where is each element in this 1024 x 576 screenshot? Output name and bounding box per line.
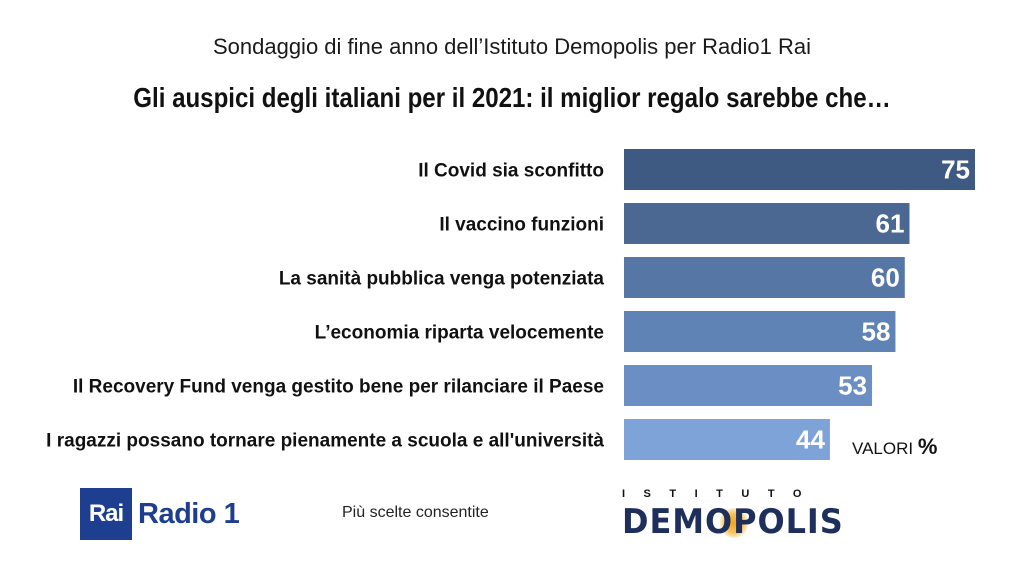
- category-label-1: Il vaccino funzioni: [439, 215, 604, 236]
- demopolis-logo-text: DEMOPOLIS: [622, 502, 844, 542]
- category-label-0: Il Covid sia sconfitto: [418, 161, 604, 182]
- radio1-logo-text: Radio 1: [138, 497, 240, 530]
- value-label-0: 75: [941, 155, 970, 185]
- bar-1: [624, 203, 910, 244]
- multiple-choice-note: Più scelte consentite: [342, 504, 489, 521]
- category-label-5: I ragazzi possano tornare pienamente a s…: [46, 431, 604, 452]
- demopolis-logo-top: ISTITUTO: [622, 488, 820, 500]
- bar-5: [624, 419, 830, 460]
- bar-2: [624, 257, 905, 298]
- chart-title: Gli auspici degli italiani per il 2021: …: [133, 82, 891, 113]
- value-label-3: 58: [862, 317, 891, 347]
- bar-3: [624, 311, 896, 352]
- category-label-3: L’economia riparta velocemente: [315, 323, 604, 344]
- category-label-2: La sanità pubblica venga potenziata: [279, 269, 605, 290]
- demopolis-logo: ISTITUTO DEMOPOLIS: [622, 488, 880, 542]
- unit-label: VALORI: [852, 439, 914, 458]
- category-label-4: Il Recovery Fund venga gestito bene per …: [73, 377, 604, 398]
- value-label-4: 53: [838, 371, 867, 401]
- unit-symbol: %: [917, 434, 938, 459]
- rai-logo-box: Rai: [80, 488, 132, 540]
- bar-4: [624, 365, 873, 406]
- rai-radio1-logo: Rai Radio 1: [80, 488, 240, 540]
- value-label-5: 44: [796, 425, 825, 455]
- chart-subtitle: Sondaggio di fine anno dell’Istituto Dem…: [212, 34, 812, 59]
- bar-0: [624, 149, 975, 190]
- demopolis-logo-main: DEMOPOLIS: [622, 502, 865, 542]
- unit-note: VALORI %: [852, 434, 937, 460]
- value-label-2: 60: [871, 263, 900, 293]
- value-label-1: 61: [876, 209, 905, 239]
